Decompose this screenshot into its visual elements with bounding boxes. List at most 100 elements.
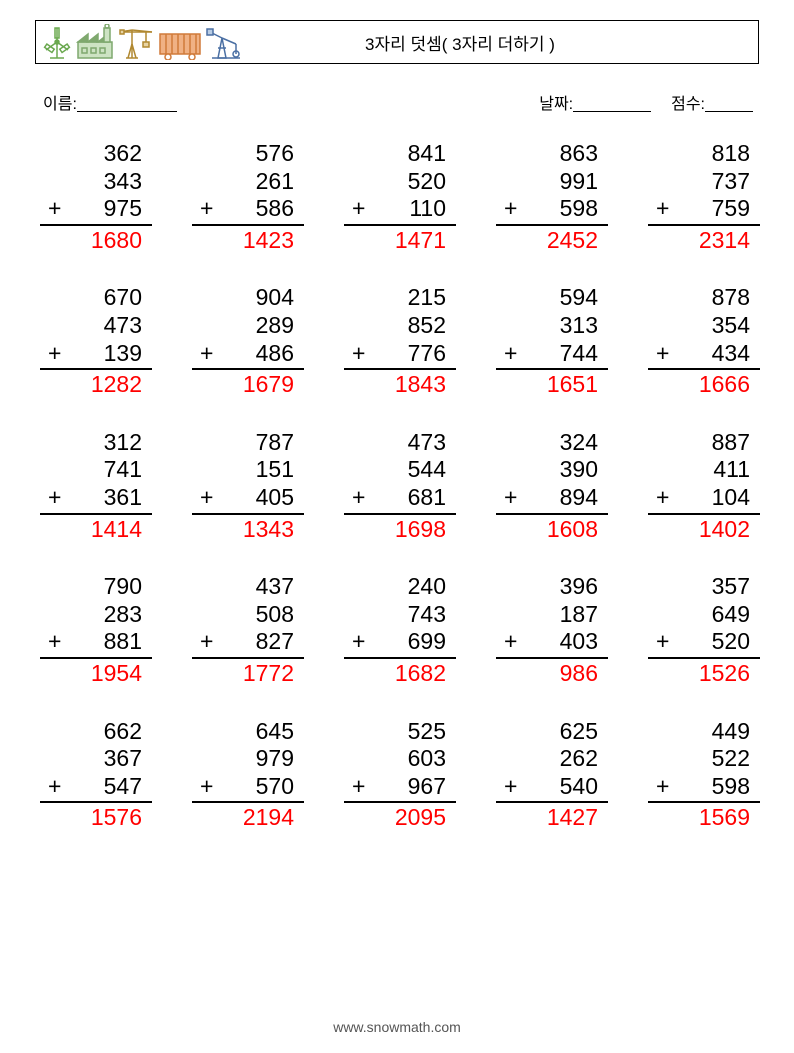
answer: 1343 <box>192 515 304 544</box>
score-blank <box>705 90 753 112</box>
plus-sign: + <box>496 195 517 223</box>
answer: 1682 <box>344 659 456 688</box>
answer: 1772 <box>192 659 304 688</box>
addend-1: 312 <box>40 429 152 457</box>
answer: 1427 <box>496 803 608 832</box>
problem: 625262+5401427 <box>496 718 608 832</box>
addend-1: 625 <box>496 718 608 746</box>
answer: 1282 <box>40 370 152 399</box>
addend-2: 737 <box>648 168 760 196</box>
addend-1: 357 <box>648 573 760 601</box>
addend-1: 670 <box>40 284 152 312</box>
problem: 670473+1391282 <box>40 284 152 398</box>
answer: 1843 <box>344 370 456 399</box>
problem: 594313+7441651 <box>496 284 608 398</box>
plus-sign: + <box>344 195 365 223</box>
plus-sign: + <box>192 628 213 656</box>
addend-1: 473 <box>344 429 456 457</box>
addend-2: 603 <box>344 745 456 773</box>
problem: 818737+7592314 <box>648 140 760 254</box>
addend-3-row: +139 <box>40 340 152 371</box>
problem: 662367+5471576 <box>40 718 152 832</box>
plus-sign: + <box>192 773 213 801</box>
crane-icon <box>118 24 154 60</box>
plus-sign: + <box>344 773 365 801</box>
addend-3-row: +570 <box>192 773 304 804</box>
plus-sign: + <box>192 340 213 368</box>
addend-3-row: +547 <box>40 773 152 804</box>
addend-3-row: +540 <box>496 773 608 804</box>
addend-2: 262 <box>496 745 608 773</box>
addend-3-row: +434 <box>648 340 760 371</box>
problem: 437508+8271772 <box>192 573 304 687</box>
plus-sign: + <box>648 628 669 656</box>
addend-1: 787 <box>192 429 304 457</box>
name-blank <box>77 90 177 112</box>
addend-2: 354 <box>648 312 760 340</box>
addend-3-row: +598 <box>648 773 760 804</box>
answer: 1666 <box>648 370 760 399</box>
addend-3-row: +405 <box>192 484 304 515</box>
addend-1: 818 <box>648 140 760 168</box>
container-icon <box>158 24 202 60</box>
answer: 2095 <box>344 803 456 832</box>
addend-1: 362 <box>40 140 152 168</box>
addend-2: 283 <box>40 601 152 629</box>
problem: 645979+5702194 <box>192 718 304 832</box>
addend-2: 852 <box>344 312 456 340</box>
problem: 240743+6991682 <box>344 573 456 687</box>
addend-3-row: +975 <box>40 195 152 226</box>
addend-2: 522 <box>648 745 760 773</box>
header-icons <box>36 24 242 60</box>
windmill-icon <box>42 24 72 60</box>
plus-sign: + <box>40 773 61 801</box>
addend-1: 576 <box>192 140 304 168</box>
addend-2: 261 <box>192 168 304 196</box>
addend-3-row: +361 <box>40 484 152 515</box>
answer: 2194 <box>192 803 304 832</box>
problem: 324390+8941608 <box>496 429 608 543</box>
answer: 1471 <box>344 226 456 255</box>
answer: 1576 <box>40 803 152 832</box>
problem: 362343+9751680 <box>40 140 152 254</box>
addend-3-row: +827 <box>192 628 304 659</box>
answer: 986 <box>496 659 608 688</box>
answer: 1423 <box>192 226 304 255</box>
addend-3-row: +403 <box>496 628 608 659</box>
answer: 1954 <box>40 659 152 688</box>
answer: 1680 <box>40 226 152 255</box>
addend-3-row: +598 <box>496 195 608 226</box>
plus-sign: + <box>496 773 517 801</box>
problem: 904289+4861679 <box>192 284 304 398</box>
addend-1: 878 <box>648 284 760 312</box>
addend-3-row: +520 <box>648 628 760 659</box>
addend-2: 743 <box>344 601 456 629</box>
addend-1: 449 <box>648 718 760 746</box>
addend-2: 313 <box>496 312 608 340</box>
addend-1: 396 <box>496 573 608 601</box>
date-label: 날짜: <box>539 90 573 114</box>
addend-3-row: +967 <box>344 773 456 804</box>
plus-sign: + <box>648 484 669 512</box>
problem: 841520+1101471 <box>344 140 456 254</box>
addend-1: 240 <box>344 573 456 601</box>
addend-3-row: +586 <box>192 195 304 226</box>
addend-2: 649 <box>648 601 760 629</box>
addend-2: 151 <box>192 456 304 484</box>
addend-2: 187 <box>496 601 608 629</box>
problem: 787151+4051343 <box>192 429 304 543</box>
addend-1: 645 <box>192 718 304 746</box>
addend-1: 324 <box>496 429 608 457</box>
addend-2: 544 <box>344 456 456 484</box>
answer: 1402 <box>648 515 760 544</box>
problem: 449522+5981569 <box>648 718 760 832</box>
plus-sign: + <box>40 628 61 656</box>
answer: 1414 <box>40 515 152 544</box>
addend-1: 790 <box>40 573 152 601</box>
addend-2: 979 <box>192 745 304 773</box>
header-box: 3자리 덧셈( 3자리 더하기 ) <box>35 20 759 64</box>
addend-1: 662 <box>40 718 152 746</box>
plus-sign: + <box>344 484 365 512</box>
plus-sign: + <box>344 340 365 368</box>
addend-2: 343 <box>40 168 152 196</box>
